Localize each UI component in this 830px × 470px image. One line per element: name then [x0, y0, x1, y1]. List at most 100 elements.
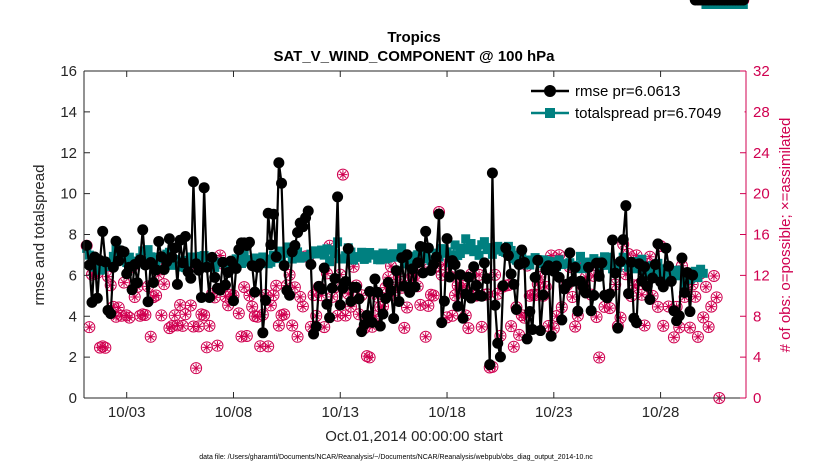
- series-layer: [81, 0, 749, 371]
- obs-assimilated-marker: [159, 279, 169, 289]
- obs-assimilated-marker: [415, 300, 425, 310]
- rmse-point: [97, 225, 109, 237]
- obs-assimilated-marker: [255, 341, 265, 351]
- data-file-footnote: data file: /Users/gharamti/Documents/NCA…: [199, 454, 593, 461]
- obs-assimilated-marker: [175, 300, 185, 310]
- obs-assimilated-marker: [319, 322, 329, 332]
- rmse-point: [289, 240, 301, 252]
- rmse-point: [230, 262, 242, 274]
- rmse-point: [254, 258, 266, 270]
- obs-assimilated-marker: [621, 269, 631, 279]
- rmse-point: [430, 251, 442, 263]
- obs-assimilated-marker: [541, 282, 551, 292]
- totalspread-point: [261, 254, 271, 264]
- obs-possible-marker: [339, 309, 352, 322]
- obs-assimilated-marker: [100, 343, 110, 353]
- obs-possible-marker: [705, 300, 718, 313]
- obs-assimilated-marker: [664, 302, 674, 312]
- rmse-point: [91, 292, 103, 304]
- rmse-point: [537, 289, 549, 301]
- rmse-point: [278, 260, 290, 272]
- obs-possible-marker: [360, 350, 373, 363]
- obs-possible-marker: [505, 320, 518, 333]
- obs-assimilated-marker: [349, 262, 359, 272]
- rmse-point: [478, 257, 490, 269]
- rmse-point: [441, 233, 453, 245]
- obs-assimilated-marker: [151, 291, 161, 301]
- obs-assimilated-marker: [698, 312, 708, 322]
- obs-possible-marker: [593, 351, 606, 364]
- x-tick-label: 10/03: [108, 404, 146, 421]
- rmse-point: [481, 273, 493, 285]
- rmse-point: [265, 239, 277, 251]
- rmse-point: [665, 275, 677, 287]
- obs-assimilated-marker: [84, 322, 94, 332]
- rmse-point: [484, 359, 496, 371]
- rmse-point: [596, 257, 608, 269]
- rmse-point: [260, 294, 272, 306]
- obs-assimilated-marker: [138, 309, 148, 319]
- rmse-point: [737, 0, 749, 6]
- obs-possible-marker: [203, 319, 216, 332]
- chart-subtitle: SAT_V_WIND_COMPONENT @ 100 hPa: [273, 48, 555, 65]
- obs-possible-marker: [414, 298, 427, 311]
- rmse-point: [209, 271, 221, 283]
- obs-assimilated-marker: [426, 290, 436, 300]
- rmse-point: [374, 320, 386, 332]
- totalspread-point: [167, 260, 177, 270]
- rmse-point: [276, 177, 288, 189]
- totalspread-point: [274, 246, 284, 256]
- obs-assimilated-marker: [423, 301, 433, 311]
- obs-assimilated-marker: [146, 332, 156, 342]
- rmse-point: [649, 259, 661, 271]
- totalspread-point: [698, 268, 708, 278]
- totalspread-point: [333, 237, 343, 247]
- rmse-point: [492, 337, 504, 349]
- rmse-point: [673, 310, 685, 322]
- totalspread-point: [421, 254, 431, 264]
- y-tick-label-right: 32: [753, 63, 770, 80]
- y-tick-label: 12: [60, 145, 77, 162]
- totalspread-point: [108, 251, 118, 261]
- obs-assimilated-marker: [130, 292, 140, 302]
- totalspread-point: [370, 250, 380, 260]
- obs-possible-marker: [99, 341, 112, 354]
- totalspread-point: [455, 249, 465, 259]
- obs-assimilated-marker: [199, 310, 209, 320]
- rmse-point: [350, 281, 362, 293]
- totalspread-point: [210, 262, 220, 272]
- obs-assimilated-marker: [186, 301, 196, 311]
- totalspread-point: [594, 263, 604, 273]
- rmse-point: [353, 293, 365, 305]
- obs-assimilated-marker: [293, 332, 303, 342]
- totalspread-point: [554, 255, 564, 265]
- y-tick-label: 2: [69, 349, 77, 366]
- obs-assimilated-marker: [263, 341, 273, 351]
- rmse-point: [470, 279, 482, 291]
- obs-possible-marker: [657, 319, 670, 332]
- obs-assimilated-marker: [239, 282, 249, 292]
- obs-assimilated-marker: [106, 280, 116, 290]
- rmse-point: [663, 260, 675, 272]
- x-axis-label: Oct.01,2014 00:00:00 start: [325, 428, 503, 445]
- obs-assimilated-marker: [701, 282, 711, 292]
- rmse-point: [422, 242, 434, 254]
- rmse-point: [244, 236, 255, 248]
- obs-assimilated-marker: [194, 321, 204, 331]
- rmse-point: [510, 304, 522, 316]
- x-tick-label: 10/23: [535, 404, 573, 421]
- totalspread-point: [124, 252, 134, 262]
- y-tick-label-right: 8: [753, 308, 761, 325]
- rmse-point: [631, 317, 643, 329]
- obs-assimilated-marker: [704, 322, 714, 332]
- rmse-point: [401, 249, 413, 261]
- rmse-point: [502, 250, 514, 262]
- y-tick-label: 8: [69, 227, 77, 244]
- obs-assimilated-marker: [549, 323, 559, 333]
- rmse-point: [150, 264, 162, 276]
- rmse-point: [486, 167, 498, 179]
- rmse-point: [444, 271, 456, 283]
- obs-assimilated-marker: [295, 292, 305, 302]
- totalspread-point: [399, 259, 409, 269]
- totalspread-point: [188, 253, 198, 263]
